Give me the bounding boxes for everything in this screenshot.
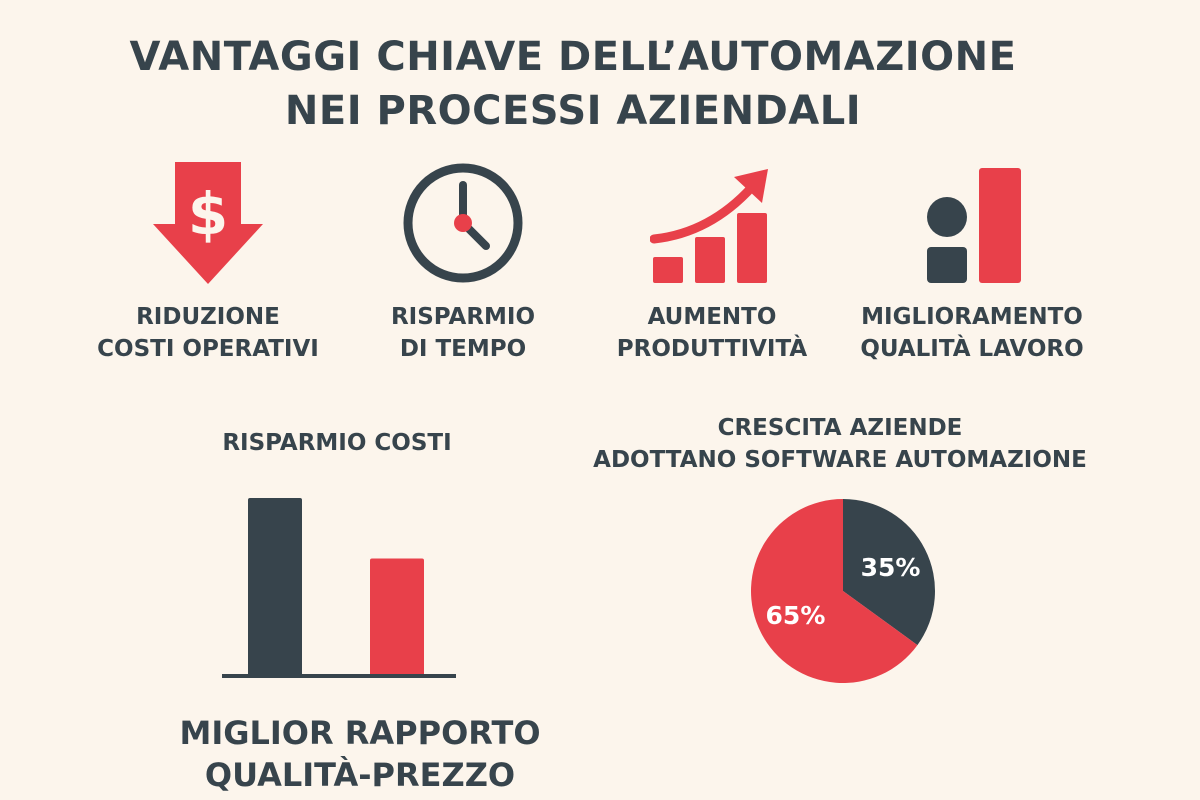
benefit-label-riduzione: RIDUZIONE COSTI OPERATIVI (68, 301, 348, 365)
pie-chart-title: CRESCITA AZIENDE ADOTTANO SOFTWARE AUTOM… (580, 412, 1100, 476)
pie-label-1: 35% (861, 553, 921, 582)
bar-chart-title: RISPARMIO COSTI (187, 427, 487, 459)
bottom-caption: MIGLIOR RAPPORTO QUALITÀ-PREZZO (160, 712, 560, 796)
page-title-line1: VANTAGGI CHIAVE DELL’AUTOMAZIONE (129, 34, 1017, 80)
pie-label-2: 65% (766, 601, 826, 630)
clock-icon (403, 163, 523, 283)
bar-2 (370, 558, 424, 676)
benefit-label-line2: COSTI OPERATIVI (97, 336, 319, 362)
svg-text:$: $ (188, 180, 228, 248)
page-title: VANTAGGI CHIAVE DELL’AUTOMAZIONE NEI PRO… (0, 30, 1146, 138)
pie-chart-title-line2: ADOTTANO SOFTWARE AUTOMAZIONE (593, 447, 1087, 473)
benefit-label-aumento: AUMENTO PRODUTTIVITÀ (572, 301, 852, 365)
benefit-label-line1: MIGLIORAMENTO (861, 304, 1083, 330)
adoption-pie-chart: 35% 65% (751, 499, 935, 683)
benefit-label-line1: AUMENTO (647, 304, 777, 330)
cost-savings-bar-chart (222, 498, 456, 678)
benefit-label-line2: DI TEMPO (399, 336, 527, 362)
benefit-label-line1: RISPARMIO (390, 304, 536, 330)
bar-chart-title-text: RISPARMIO COSTI (222, 430, 452, 456)
growth-chart-icon (650, 169, 768, 283)
bottom-caption-line2: QUALITÀ-PREZZO (204, 756, 516, 794)
bottom-caption-line1: MIGLIOR RAPPORTO (179, 714, 541, 752)
dollar-down-arrow-icon: $ (153, 162, 263, 284)
page-title-line2: NEI PROCESSI AZIENDALI (284, 88, 862, 134)
benefit-label-line2: PRODUTTIVITÀ (616, 336, 808, 362)
bar-1 (248, 498, 302, 676)
benefit-label-risparmio: RISPARMIO DI TEMPO (323, 301, 603, 365)
pie-chart-title-line1: CRESCITA AZIENDE (717, 415, 963, 441)
benefit-label-miglioramento: MIGLIORAMENTO QUALITÀ LAVORO (832, 301, 1112, 365)
pie-slice-2 (751, 499, 918, 683)
benefit-label-line2: QUALITÀ LAVORO (860, 336, 1084, 362)
person-bar-icon (927, 168, 1021, 283)
pie-slice-1 (843, 499, 935, 646)
benefit-label-line1: RIDUZIONE (136, 304, 280, 330)
